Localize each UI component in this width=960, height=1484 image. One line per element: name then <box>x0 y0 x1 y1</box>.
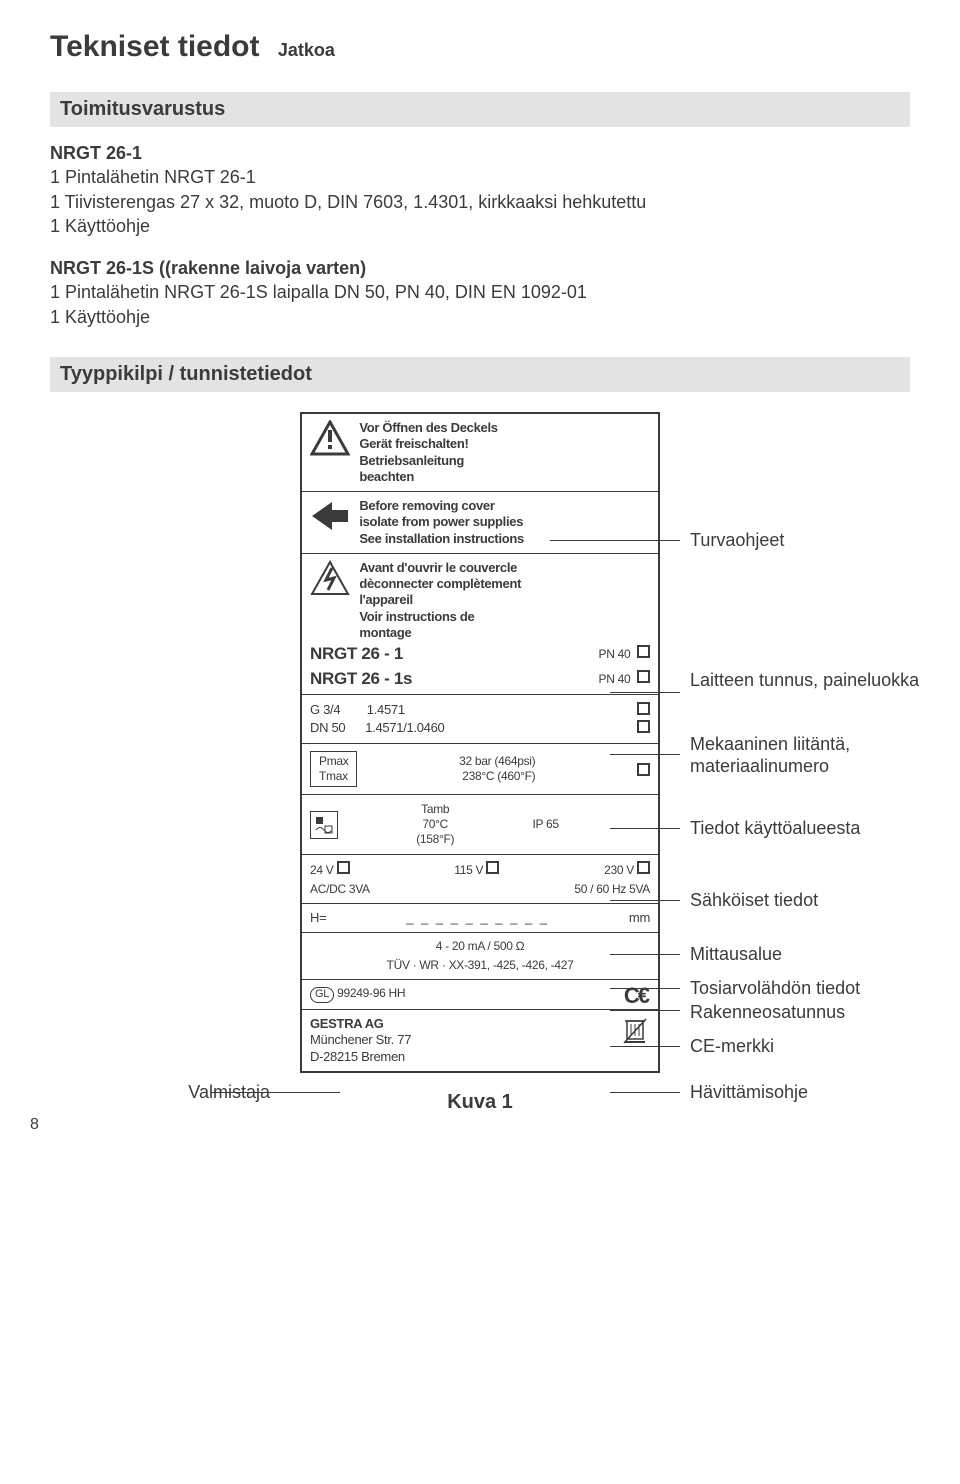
scope-of-supply-b: NRGT 26-1S ((rakenne laivoja varten) 1 P… <box>50 256 910 329</box>
model-a: NRGT 26-1 <box>50 141 910 165</box>
checkbox-icon <box>637 763 650 776</box>
nameplate: Vor Öffnen des Deckels Gerät freischalte… <box>300 412 660 1073</box>
callout-electrical: Sähköiset tiedot <box>690 890 818 912</box>
nameplate-figure: Vor Öffnen des Deckels Gerät freischalte… <box>50 412 910 1073</box>
thermometer-icon <box>310 811 338 839</box>
title-text: Tekniset tiedot <box>50 30 259 63</box>
checkbox-icon <box>337 861 350 874</box>
scope-b2: 1 Käyttöohje <box>50 307 150 327</box>
arrow-left-icon <box>310 498 350 538</box>
plate-model-2: NRGT 26 - 1s PN 40 <box>310 666 650 691</box>
plate-output: 4 - 20 mA / 500 Ω TÜV · WR · XX-391, -42… <box>302 933 658 980</box>
plate-fr-text: Avant d'ouvrir le couvercle dèconnecter … <box>359 560 629 641</box>
callout-output: Tosiarvolähdön tiedot <box>690 978 860 1000</box>
checkbox-icon <box>637 861 650 874</box>
plate-warn-fr: Avant d'ouvrir le couvercle dèconnecter … <box>302 554 658 695</box>
callout-mechanical: Mekaaninen liitäntä, materiaalinumero <box>690 734 950 777</box>
callout-ce: CE-merkki <box>690 1036 774 1058</box>
title-cont: Jatkoa <box>278 40 335 60</box>
scope-of-supply-a: NRGT 26-1 1 Pintalähetin NRGT 26-1 1 Tii… <box>50 141 910 238</box>
pmax-box: PmaxTmax <box>310 751 357 787</box>
warning-triangle-icon <box>310 420 350 456</box>
scope-a3: 1 Käyttöohje <box>50 216 150 236</box>
plate-manufacturer: GESTRA AG Münchener Str. 77 D-28215 Brem… <box>302 1010 658 1071</box>
callout-safety: Turvaohjeet <box>690 530 784 552</box>
checkbox-icon <box>637 645 650 658</box>
section-scope-heading: Toimitusvarustus <box>50 92 910 127</box>
voltage-triangle-icon <box>310 560 350 600</box>
ce-mark-icon: C€ <box>624 982 648 1010</box>
callout-disposal: Hävittämisohje <box>690 1082 808 1104</box>
page-title: Tekniset tiedot Jatkoa <box>50 30 910 64</box>
plate-tamb: Tamb70°C(158°F) IP 65 <box>302 795 658 855</box>
plate-warn-en: Before removing cover isolate from power… <box>302 492 658 554</box>
plate-voltage: 24 V 115 V 230 V AC/DC 3VA 50 / 60 Hz 5V… <box>302 855 658 904</box>
checkbox-icon <box>486 861 499 874</box>
scope-b1: 1 Pintalähetin NRGT 26-1S laipalla DN 50… <box>50 282 587 302</box>
callout-operating: Tiedot käyttöalueesta <box>690 818 860 840</box>
plate-connection: G 3/4 1.4571 DN 50 1.4571/1.0460 <box>302 695 658 745</box>
plate-h: H= _ _ _ _ _ _ _ _ _ _ mm <box>302 904 658 933</box>
plate-model-1: NRGT 26 - 1 PN 40 <box>310 641 650 666</box>
plate-warn-de: Vor Öffnen des Deckels Gerät freischalte… <box>302 414 658 492</box>
scope-a1: 1 Pintalähetin NRGT 26-1 <box>50 167 256 187</box>
callout-component: Rakenneosatunnus <box>690 1002 845 1024</box>
model-b: NRGT 26-1S ((rakenne laivoja varten) <box>50 256 910 280</box>
checkbox-icon <box>637 702 650 715</box>
plate-gl-ce: GL 99249-96 HH C€ <box>302 980 658 1010</box>
page-number: 8 <box>30 1116 39 1134</box>
gl-badge: GL <box>310 987 334 1003</box>
callout-device-id: Laitteen tunnus, paineluokka <box>690 670 919 692</box>
section-nameplate-heading: Tyyppikilpi / tunnistetiedot <box>50 357 910 392</box>
plate-pmax: PmaxTmax 32 bar (464psi)238°C (460°F) <box>302 744 658 795</box>
checkbox-icon <box>637 720 650 733</box>
checkbox-icon <box>637 670 650 683</box>
plate-de-text: Vor Öffnen des Deckels Gerät freischalte… <box>359 420 629 485</box>
scope-a2: 1 Tiivisterengas 27 x 32, muoto D, DIN 7… <box>50 192 646 212</box>
callout-range: Mittausalue <box>690 944 782 966</box>
figure-caption: Kuva 1 <box>300 1091 660 1114</box>
